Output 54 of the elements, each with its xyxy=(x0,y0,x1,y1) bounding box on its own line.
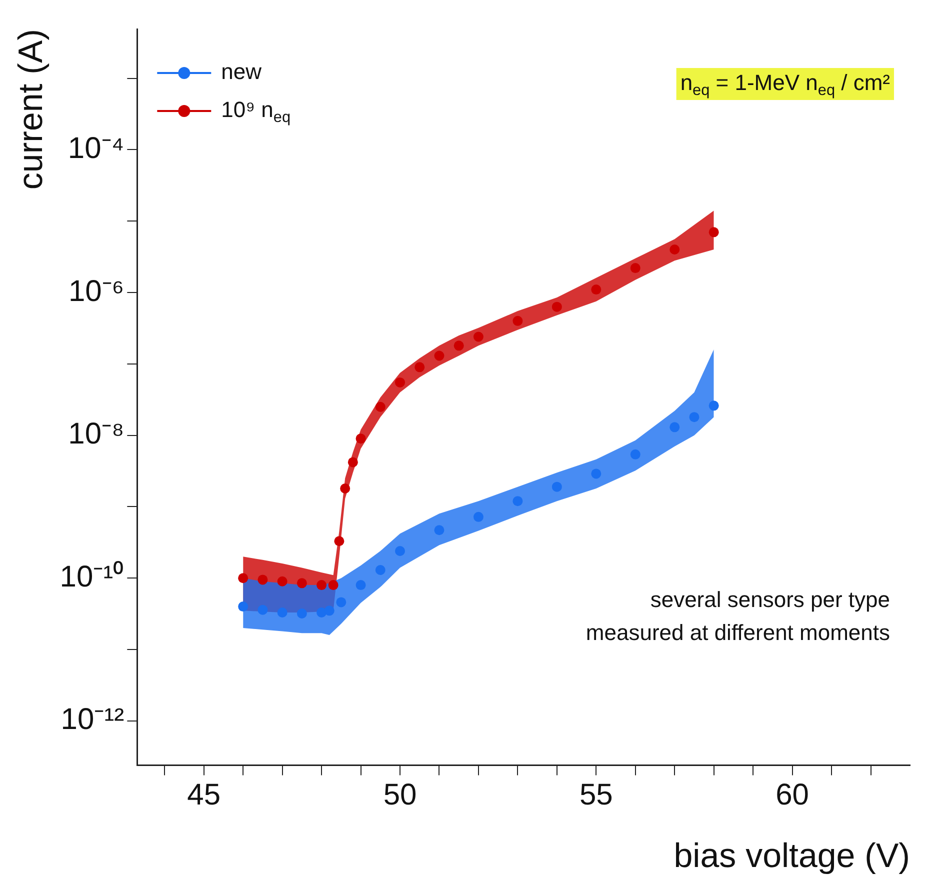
point xyxy=(512,496,523,506)
point xyxy=(324,606,334,616)
y-tick-label: 10⁻⁶ xyxy=(68,274,124,308)
y-axis-title: current (A) xyxy=(12,29,50,190)
point xyxy=(473,512,484,522)
point xyxy=(689,412,700,422)
point xyxy=(434,525,444,536)
point xyxy=(670,422,680,432)
point xyxy=(296,608,307,618)
point xyxy=(395,546,406,556)
x-tick-label: 60 xyxy=(776,778,809,812)
point xyxy=(375,564,386,575)
point xyxy=(708,227,719,238)
point xyxy=(336,597,346,608)
y-tick-label: 10⁻⁴ xyxy=(68,132,124,165)
point xyxy=(356,580,366,590)
x-tick-label: 50 xyxy=(383,778,417,812)
y-tick-label: 10⁻⁸ xyxy=(68,418,124,451)
point xyxy=(340,483,350,494)
y-tick-label: 10⁻¹⁰ xyxy=(60,560,124,594)
point xyxy=(258,604,268,615)
point xyxy=(375,402,386,412)
point xyxy=(670,244,680,255)
point xyxy=(591,284,602,295)
point xyxy=(316,580,327,590)
point xyxy=(296,578,307,588)
point xyxy=(630,449,640,460)
y-tick-label: 10⁻¹² xyxy=(60,703,124,736)
point xyxy=(238,602,248,612)
x-axis-title: bias voltage (V) xyxy=(674,836,910,875)
x-tick-label: 45 xyxy=(187,778,221,812)
point xyxy=(277,608,288,618)
point xyxy=(473,332,484,342)
point xyxy=(454,340,464,351)
point xyxy=(328,580,338,590)
point xyxy=(414,362,425,372)
annotation: measured at different moments xyxy=(586,620,890,646)
annotation: several sensors per type xyxy=(650,587,890,612)
point xyxy=(630,263,640,274)
x-tick-label: 55 xyxy=(579,778,613,812)
point xyxy=(334,536,344,546)
point xyxy=(512,316,523,326)
point xyxy=(591,468,602,479)
legend-label: new xyxy=(221,59,262,84)
point xyxy=(356,434,366,444)
point xyxy=(708,400,719,411)
point xyxy=(238,573,248,584)
point xyxy=(434,350,444,361)
point xyxy=(258,574,268,585)
point xyxy=(552,482,562,492)
point xyxy=(277,576,288,586)
point xyxy=(552,302,562,312)
point xyxy=(348,457,358,468)
point xyxy=(395,377,406,388)
